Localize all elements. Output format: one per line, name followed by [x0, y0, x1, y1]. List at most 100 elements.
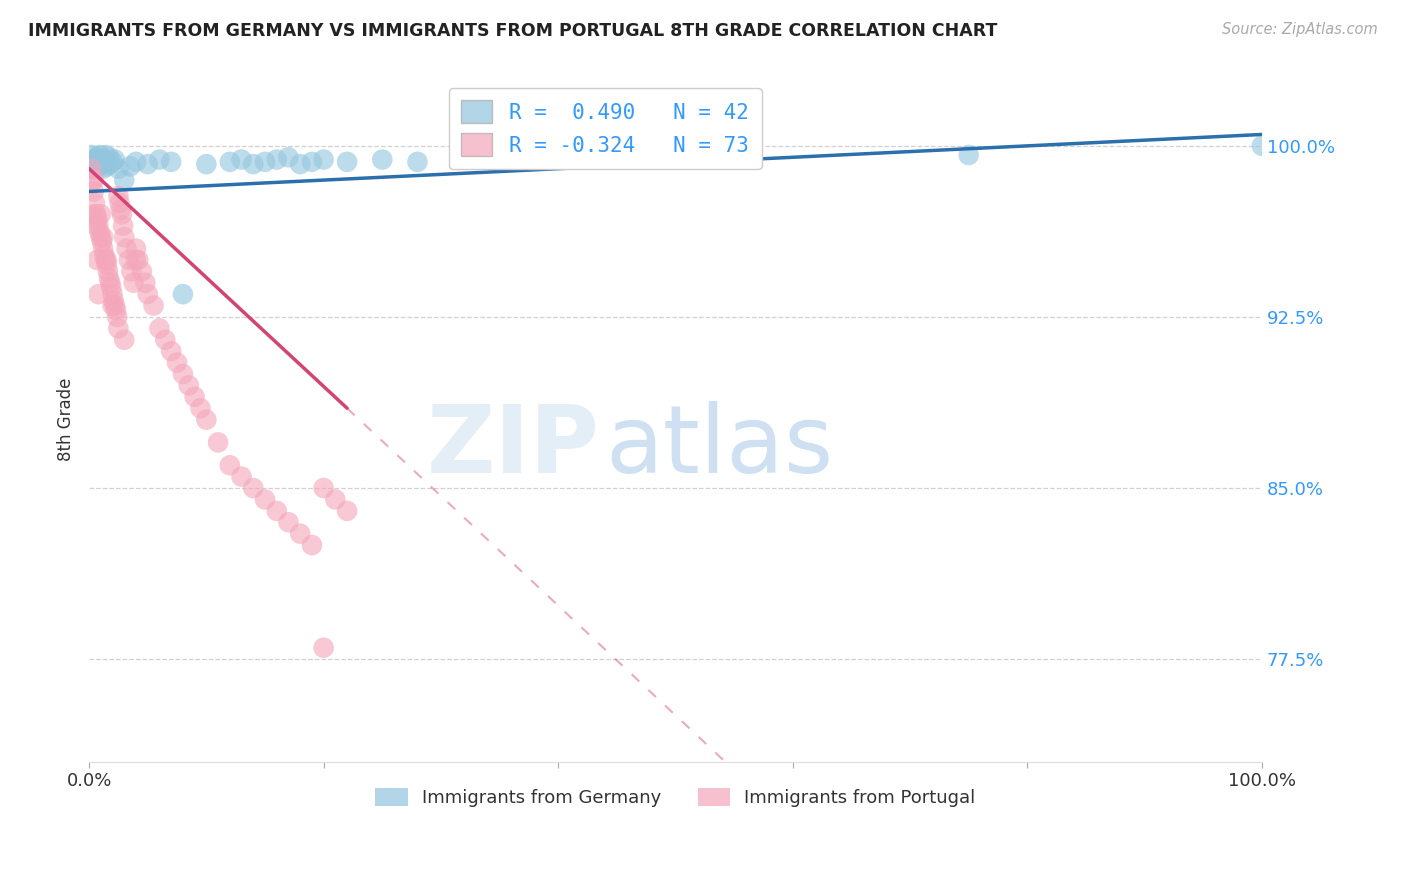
Point — [80, 161, 103, 176]
Point — [277, 515, 299, 529]
Point — [957, 148, 980, 162]
Point — [190, 401, 212, 416]
Point — [253, 492, 276, 507]
Point — [195, 412, 218, 426]
Point — [98, 150, 121, 164]
Point — [91, 161, 114, 176]
Point — [84, 219, 107, 233]
Point — [177, 378, 200, 392]
Point — [136, 157, 159, 171]
Point — [94, 252, 117, 267]
Point — [301, 538, 323, 552]
Point — [84, 195, 107, 210]
Point — [160, 154, 183, 169]
Point — [266, 153, 288, 167]
Point — [115, 242, 138, 256]
Point — [231, 153, 253, 167]
Point — [104, 299, 127, 313]
Point — [166, 355, 188, 369]
Point — [112, 219, 135, 233]
Point — [1251, 139, 1274, 153]
Point — [336, 154, 359, 169]
Point — [160, 344, 183, 359]
Point — [288, 526, 311, 541]
Point — [312, 481, 335, 495]
Point — [122, 276, 145, 290]
Point — [172, 287, 194, 301]
Point — [93, 248, 115, 262]
Point — [83, 173, 105, 187]
Point — [148, 321, 170, 335]
Point — [90, 207, 112, 221]
Point — [91, 242, 114, 256]
Point — [120, 160, 142, 174]
Point — [108, 195, 131, 210]
Point — [83, 157, 105, 171]
Point — [107, 189, 129, 203]
Point — [101, 299, 124, 313]
Point — [125, 154, 148, 169]
Point — [86, 252, 108, 267]
Point — [90, 153, 112, 167]
Point — [112, 173, 135, 187]
Point — [207, 435, 229, 450]
Point — [84, 207, 107, 221]
Point — [96, 160, 118, 174]
Point — [96, 258, 118, 272]
Point — [101, 287, 124, 301]
Point — [84, 207, 107, 221]
Point — [91, 157, 114, 171]
Point — [105, 303, 128, 318]
Point — [84, 154, 107, 169]
Point — [195, 157, 218, 171]
Point — [266, 504, 288, 518]
Point — [87, 160, 110, 174]
Point — [91, 235, 114, 249]
Point — [105, 310, 128, 324]
Point — [111, 207, 134, 221]
Point — [107, 161, 129, 176]
Point — [110, 202, 132, 217]
Point — [82, 173, 104, 187]
Point — [312, 640, 335, 655]
Point — [93, 153, 115, 167]
Point — [118, 252, 141, 267]
Point — [87, 219, 110, 233]
Point — [336, 504, 359, 518]
Legend: Immigrants from Germany, Immigrants from Portugal: Immigrants from Germany, Immigrants from… — [368, 780, 983, 814]
Point — [172, 367, 194, 381]
Point — [86, 150, 108, 164]
Point — [89, 148, 111, 162]
Text: Source: ZipAtlas.com: Source: ZipAtlas.com — [1222, 22, 1378, 37]
Point — [125, 252, 148, 267]
Point — [288, 157, 311, 171]
Y-axis label: 8th Grade: 8th Grade — [58, 378, 75, 461]
Point — [98, 276, 121, 290]
Point — [112, 230, 135, 244]
Point — [312, 153, 335, 167]
Point — [98, 157, 121, 171]
Point — [96, 252, 118, 267]
Point — [148, 153, 170, 167]
Point — [84, 161, 107, 176]
Point — [87, 287, 110, 301]
Point — [80, 148, 103, 162]
Point — [104, 153, 127, 167]
Point — [107, 321, 129, 335]
Point — [97, 264, 120, 278]
Point — [277, 150, 299, 164]
Point — [127, 252, 149, 267]
Text: atlas: atlas — [605, 401, 834, 493]
Point — [325, 492, 347, 507]
Point — [371, 153, 394, 167]
Point — [155, 333, 177, 347]
Point — [103, 293, 125, 308]
Point — [142, 299, 165, 313]
Point — [94, 148, 117, 162]
Point — [231, 469, 253, 483]
Point — [97, 154, 120, 169]
Point — [242, 157, 264, 171]
Point — [134, 276, 156, 290]
Point — [183, 390, 205, 404]
Point — [101, 154, 124, 169]
